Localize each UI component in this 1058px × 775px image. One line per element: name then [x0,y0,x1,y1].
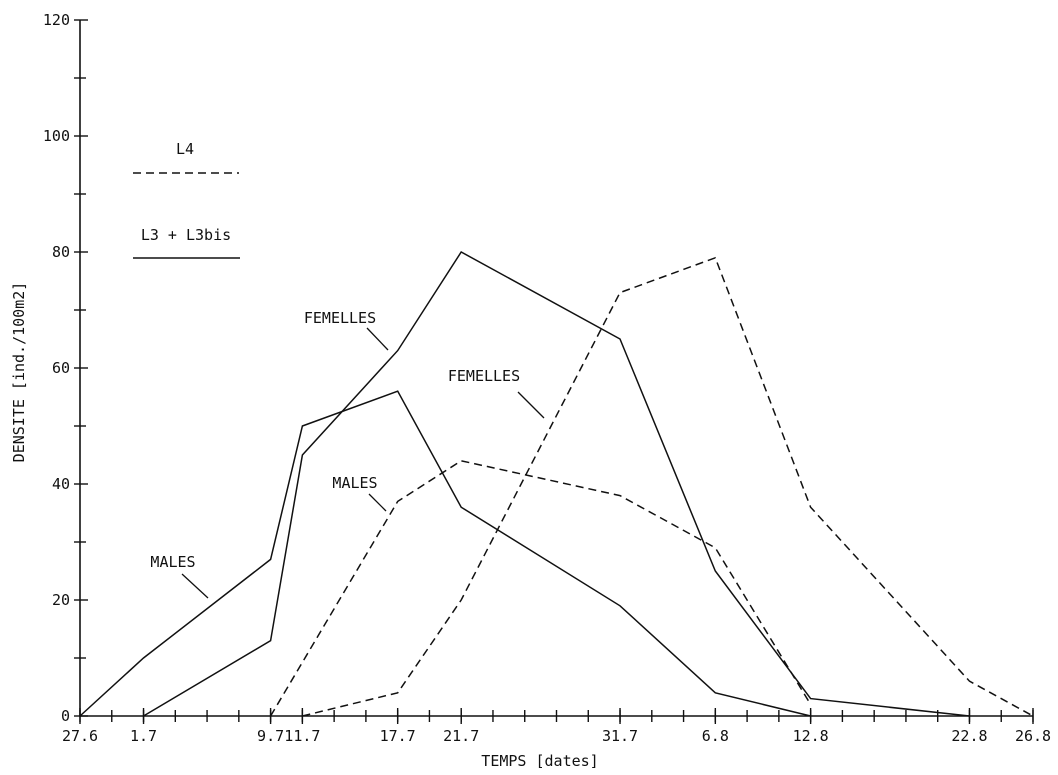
legend-label-l3: L3 + L3bis [141,226,231,244]
annotations: MALES FEMELLES MALES FEMELLES [150,309,545,599]
annotation-femelles-dashed: FEMELLES [448,367,520,385]
x-tick-label: 21.7 [443,727,479,745]
leader-males-solid [181,573,209,599]
legend: L4 L3 + L3bis [133,140,240,259]
series-line-l4-femelles [302,256,1034,717]
x-tick-label: 27.6 [62,727,98,745]
x-tick-label: 6.8 [702,727,729,745]
x-tick-label: 17.7 [380,727,416,745]
x-tick-label: 26.8 [1015,727,1051,745]
legend-label-l4: L4 [176,140,194,158]
y-tick-label: 0 [61,707,70,725]
x-tick-label: 22.8 [951,727,987,745]
annotation-males-solid: MALES [150,553,195,571]
y-axis-title: DENSITE [ind./100m2] [10,282,28,463]
x-tick-label: 12.8 [793,727,829,745]
y-tick-label: 60 [52,359,70,377]
axes: 27.6 1.7 9.7 11.7 17.7 21.7 31.7 6.8 12.8 22.8 26.… [43,11,1051,745]
series-line-l3-males [79,390,811,717]
y-tick-label: 40 [52,475,70,493]
annotation-males-dashed: MALES [332,474,377,492]
leader-males-dashed [368,493,387,512]
y-tick-label: 120 [43,11,70,29]
leader-femelles-solid [366,327,389,351]
y-tick-label: 20 [52,591,70,609]
x-tick-label: 31.7 [602,727,638,745]
series-line-l3-femelles [143,251,970,717]
x-tick-label: 9.7 [257,727,284,745]
y-tick-label: 80 [52,243,70,261]
annotation-femelles-solid: FEMELLES [304,309,376,327]
x-tick-label: 11.7 [284,727,320,745]
y-tick-label: 100 [43,127,70,145]
leader-femelles-dashed [517,391,545,419]
series-layer [79,251,1034,717]
x-axis-title: TEMPS [dates] [481,752,598,770]
x-tick-label: 1.7 [130,727,157,745]
series-line-l4-males [269,460,812,717]
